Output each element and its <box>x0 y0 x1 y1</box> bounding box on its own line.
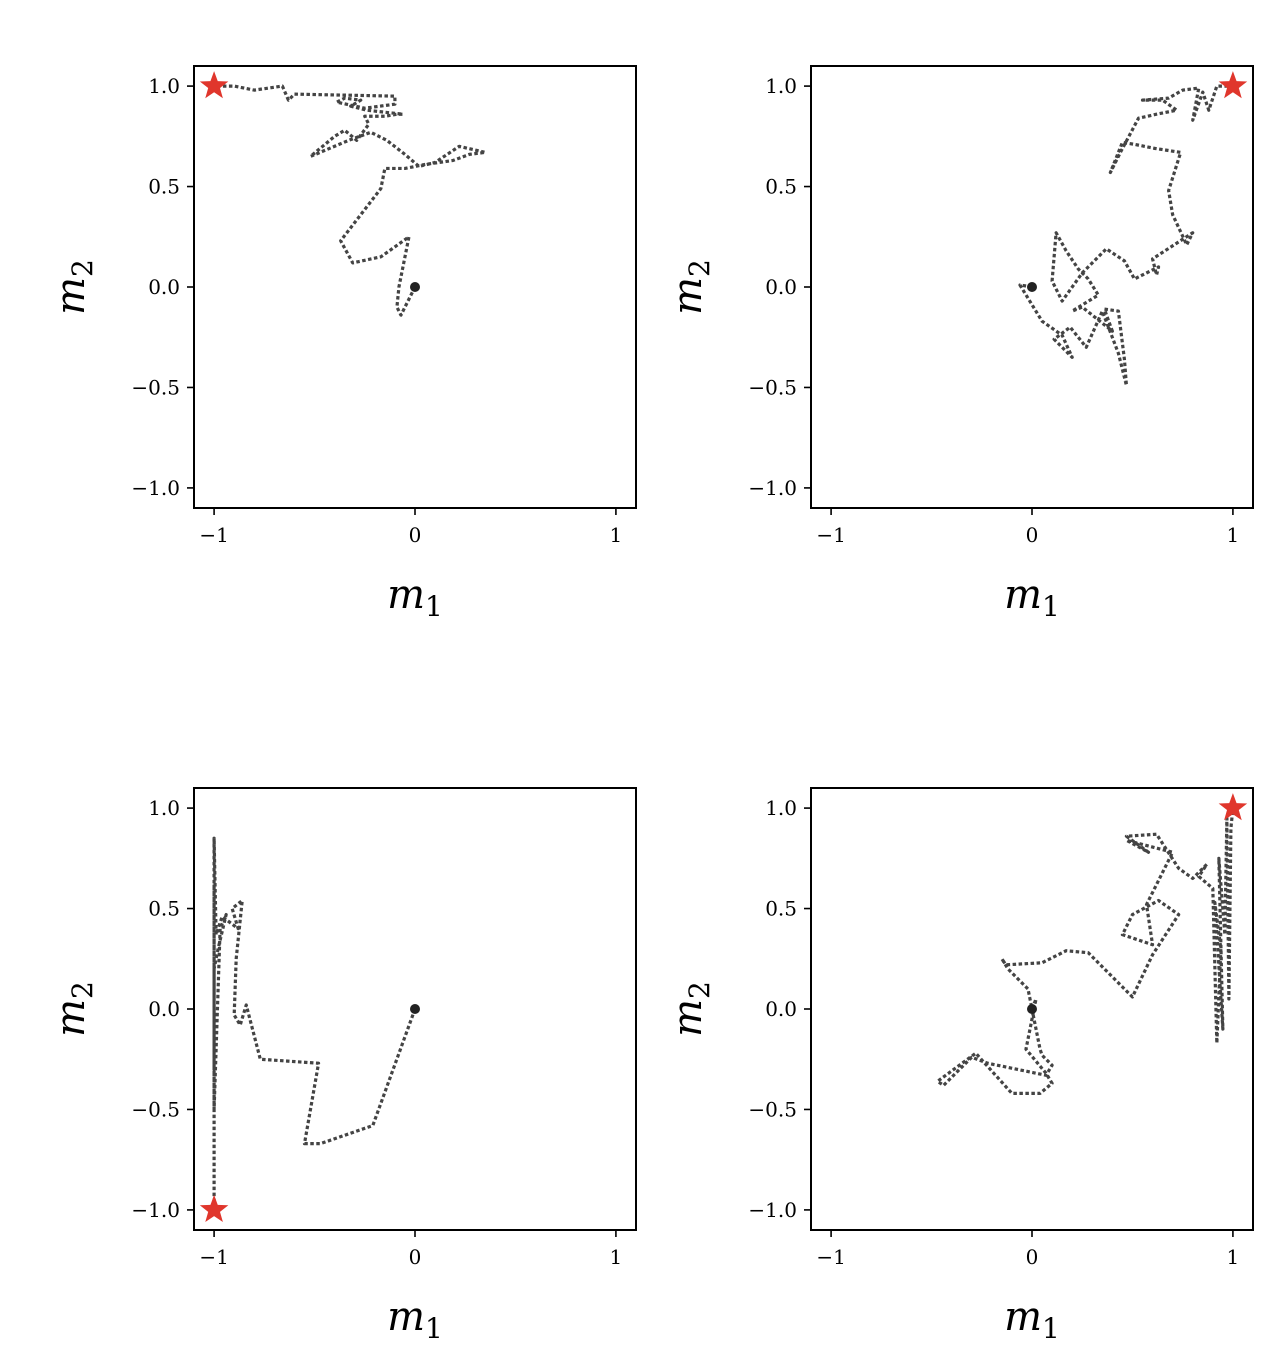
x-tick-label: −1 <box>199 523 228 547</box>
y-tick-label: −0.5 <box>131 1097 180 1121</box>
y-tick-label: 1.0 <box>148 796 180 820</box>
y-axis-label: m2 <box>48 259 99 315</box>
subplot-2: −1 0 1 −1.0 −0.5 0.0 0.5 1.0 m1 m2 <box>665 65 1254 623</box>
subplot-1: −1 0 1 −1.0 −0.5 0.0 0.5 1.0 m1 m2 <box>48 65 637 623</box>
x-tick-label: 1 <box>610 1245 623 1269</box>
y-tick-label: 0.5 <box>148 175 180 199</box>
x-tick-label: −1 <box>816 1245 845 1269</box>
y-tick-label: −1.0 <box>748 476 797 500</box>
target-star-icon <box>1218 71 1248 99</box>
x-tick-label: 0 <box>409 1245 422 1269</box>
x-axis-label: m1 <box>387 572 443 623</box>
subplot-3: −1 0 1 −1.0 −0.5 0.0 0.5 1.0 m1 m2 <box>48 787 637 1345</box>
trajectory-line <box>1018 84 1233 388</box>
x-tick-label: −1 <box>816 523 845 547</box>
subplot-4: −1 0 1 −1.0 −0.5 0.0 0.5 1.0 m1 m2 <box>665 787 1254 1345</box>
y-tick-label: −0.5 <box>748 1097 797 1121</box>
x-tick-label: 0 <box>409 523 422 547</box>
x-tick-label: 0 <box>1026 1245 1039 1269</box>
y-tick-label: 1.0 <box>148 74 180 98</box>
target-star-icon <box>199 1194 229 1223</box>
y-tick-label: 0.0 <box>148 997 180 1021</box>
target-star-icon <box>199 71 229 99</box>
x-tick-label: 0 <box>1026 523 1039 547</box>
y-tick-label: 0.0 <box>765 275 797 299</box>
y-tick-label: 0.5 <box>765 897 797 921</box>
x-tick-label: 1 <box>1227 523 1240 547</box>
x-axis-label: m1 <box>387 1294 443 1345</box>
x-tick-label: −1 <box>199 1245 228 1269</box>
start-point <box>1027 1004 1037 1014</box>
x-axis-label: m1 <box>1004 1294 1060 1345</box>
y-tick-label: −1.0 <box>748 1198 797 1222</box>
y-tick-label: −1.0 <box>131 476 180 500</box>
trajectory-line <box>935 807 1235 1095</box>
y-tick-label: −0.5 <box>748 375 797 399</box>
target-star-icon <box>1218 793 1248 821</box>
start-point <box>1027 282 1037 292</box>
y-axis-label: m2 <box>665 981 716 1037</box>
start-point <box>410 282 420 292</box>
x-axis-label: m1 <box>1004 572 1060 623</box>
y-tick-label: 0.0 <box>765 997 797 1021</box>
y-tick-label: 1.0 <box>765 74 797 98</box>
y-tick-label: −0.5 <box>131 375 180 399</box>
trajectory-line <box>214 84 487 317</box>
start-point <box>410 1004 420 1014</box>
x-tick-label: 1 <box>610 523 623 547</box>
y-tick-label: 1.0 <box>765 796 797 820</box>
x-tick-label: 1 <box>1227 1245 1240 1269</box>
trajectory-line <box>212 836 417 1210</box>
y-axis-label: m2 <box>665 259 716 315</box>
y-axis-label: m2 <box>48 981 99 1037</box>
y-tick-label: 0.5 <box>148 897 180 921</box>
y-tick-label: 0.0 <box>148 275 180 299</box>
y-tick-label: 0.5 <box>765 175 797 199</box>
y-tick-label: −1.0 <box>131 1198 180 1222</box>
